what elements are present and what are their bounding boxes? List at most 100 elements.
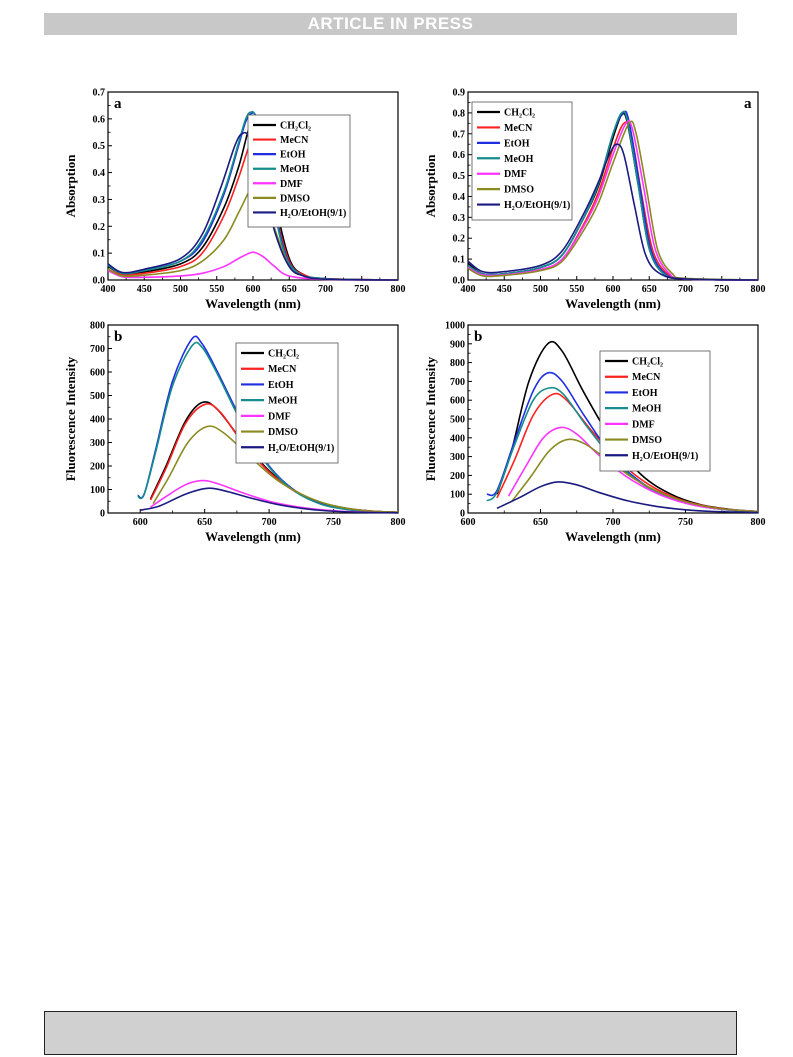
legend-entry: H₂O/EtOH(9/1): [504, 200, 570, 211]
y-tick-label: 900: [450, 339, 465, 350]
series-line-dmso: [152, 425, 399, 514]
panel-letter: b: [474, 329, 482, 345]
x-tick-label: 400: [101, 284, 116, 295]
x-tick-label: 650: [642, 284, 657, 295]
legend-entry: DMF: [504, 169, 527, 180]
y-tick-label: 700: [90, 344, 105, 355]
y-tick-label: 100: [450, 490, 465, 501]
x-tick-label: 550: [209, 284, 224, 295]
series-line-dmf: [107, 251, 399, 281]
y-tick-label: 0.4: [453, 192, 466, 203]
x-tick-label: 500: [533, 284, 548, 295]
series-line-dmf: [150, 479, 399, 514]
x-tick-label: 750: [354, 284, 369, 295]
legend-entry: MeCN: [504, 123, 533, 134]
x-tick-label: 800: [751, 284, 766, 295]
series-line-dmso: [467, 120, 759, 281]
legend-entry: DMF: [632, 419, 655, 430]
y-tick-label: 0.5: [93, 141, 106, 152]
legend-entry: CH₂Cl₂: [268, 349, 299, 360]
y-tick-label: 300: [90, 438, 105, 449]
x-tick-label: 700: [678, 284, 693, 295]
x-tick-label: 500: [173, 284, 188, 295]
y-tick-label: 0.6: [93, 114, 106, 125]
y-tick-label: 0.7: [453, 129, 466, 140]
absorption-chart-left: 400 450 500 550 600 650 700 750 800 0.0 0.1 0.2 0.3 0…: [63, 88, 406, 312]
legend-entry: MeCN: [632, 372, 661, 383]
x-tick-label: 450: [137, 284, 152, 295]
footer-gray-box: [44, 1011, 737, 1055]
legend-entry: MeOH: [280, 164, 310, 175]
x-tick-label: 800: [391, 284, 406, 295]
x-tick-label: 600: [461, 517, 476, 528]
legend-entry: MeCN: [268, 364, 297, 375]
x-tick-label: 750: [678, 517, 693, 528]
y-tick-label: 0.5: [453, 171, 466, 182]
legend-entry: CH₂Cl₂: [280, 121, 311, 132]
legend-entry: MeOH: [504, 154, 534, 165]
x-tick-label: 600: [606, 284, 621, 295]
series-line-h2o-etoh-9-1-: [467, 143, 759, 281]
series-line-meoh: [107, 110, 399, 281]
y-tick-label: 500: [450, 415, 465, 426]
x-axis-label: Wavelength (nm): [565, 529, 661, 544]
x-tick-label: 450: [497, 284, 512, 295]
y-tick-label: 600: [90, 368, 105, 379]
legend-entry: MeOH: [268, 396, 298, 407]
y-tick-label: 0.2: [93, 222, 106, 233]
x-tick-label: 700: [318, 284, 333, 295]
article-in-press-banner: ARTICLE IN PRESS: [44, 13, 737, 35]
y-tick-label: 0.3: [93, 195, 106, 206]
y-tick-label: 0.6: [453, 150, 466, 161]
legend-entry: CH₂Cl₂: [632, 357, 663, 368]
fluorescence-chart-right: 600 650 700 750 800 0 100 200 300 400 500 600 700 800…: [423, 321, 766, 545]
y-axis-label: Absorption: [423, 154, 438, 218]
y-tick-label: 0.3: [453, 213, 466, 224]
y-tick-label: 200: [450, 471, 465, 482]
panel-letter: b: [114, 329, 122, 345]
y-axis-label: Absorption: [63, 154, 78, 218]
y-tick-label: 400: [90, 415, 105, 426]
y-tick-label: 0.0: [93, 276, 106, 287]
x-tick-label: 600: [246, 284, 261, 295]
x-axis-label: Wavelength (nm): [565, 296, 661, 311]
legend-box: [247, 114, 351, 228]
legend-entry: H₂O/EtOH(9/1): [632, 451, 698, 462]
x-axis-label: Wavelength (nm): [205, 296, 301, 311]
y-tick-label: 100: [90, 485, 105, 496]
x-tick-label: 650: [197, 517, 212, 528]
y-tick-label: 700: [450, 377, 465, 388]
y-tick-label: 0.1: [93, 249, 106, 260]
series-line-meoh: [467, 110, 759, 281]
x-tick-label: 600: [133, 517, 148, 528]
y-tick-label: 0.2: [453, 234, 466, 245]
x-tick-label: 750: [326, 517, 341, 528]
absorption-chart-right: 400 450 500 550 600 650 700 750 800 0.0 0.1 0.2 0.3 0…: [423, 88, 766, 312]
series-line-h2o-etoh-9-1-: [496, 481, 759, 514]
x-tick-label: 800: [391, 517, 406, 528]
legend-box: [471, 101, 573, 221]
legend-entry: DMSO: [280, 193, 310, 204]
series-line-meoh: [137, 341, 399, 514]
legend-entry: EtOH: [504, 138, 530, 149]
legend-entry: MeOH: [632, 404, 662, 415]
legend-entry: MeCN: [280, 135, 309, 146]
x-axis-label: Wavelength (nm): [205, 529, 301, 544]
y-tick-label: 0.0: [453, 276, 466, 287]
x-tick-label: 400: [461, 284, 476, 295]
x-tick-label: 700: [262, 517, 277, 528]
series-line-h2o-etoh-9-1-: [140, 487, 399, 514]
y-axis-label: Fluorescence Intensity: [423, 356, 438, 481]
series-line-h2o-etoh-9-1-: [107, 131, 399, 281]
legend-entry: DMF: [268, 411, 291, 422]
legend-entry: EtOH: [268, 380, 294, 391]
x-tick-label: 750: [714, 284, 729, 295]
legend-entry: DMSO: [632, 435, 662, 446]
y-tick-label: 400: [450, 433, 465, 444]
legend-entry: EtOH: [280, 150, 306, 161]
legend-box: [235, 342, 339, 464]
legend-entry: DMF: [280, 179, 303, 190]
y-tick-label: 1000: [445, 321, 465, 332]
y-tick-label: 0.7: [93, 88, 106, 99]
y-tick-label: 0: [100, 509, 105, 520]
